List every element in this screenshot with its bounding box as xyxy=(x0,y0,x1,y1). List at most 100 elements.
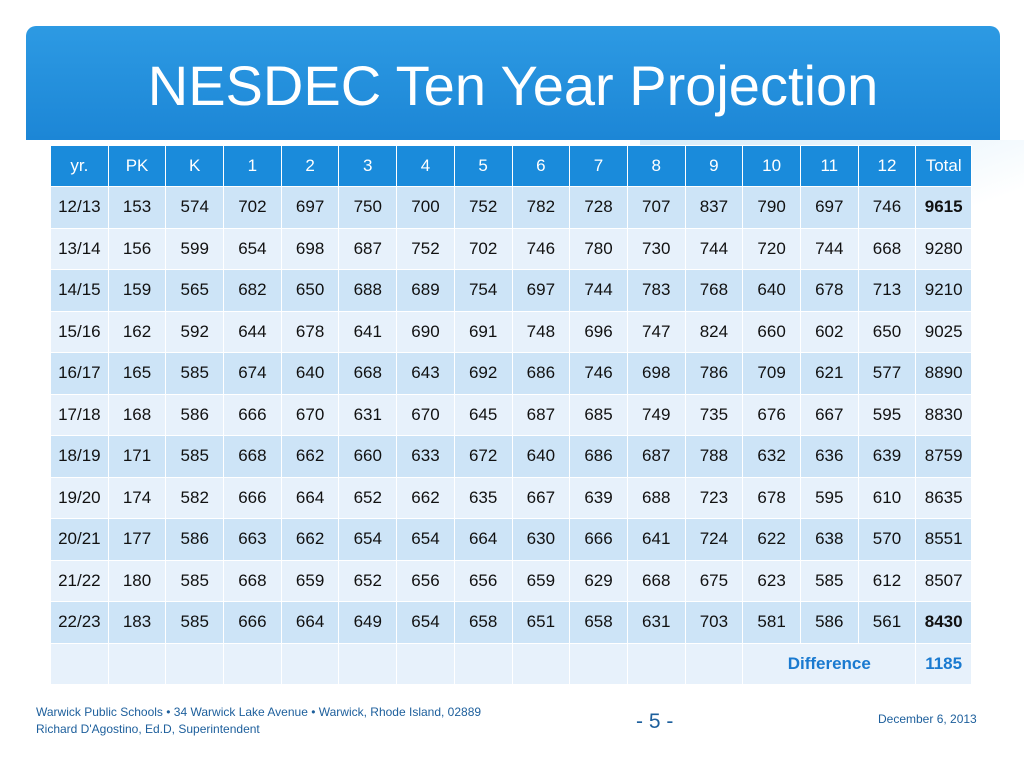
enrollment-cell: 664 xyxy=(453,518,513,561)
enrollment-cell: 752 xyxy=(396,227,455,270)
table-row: 17/18 168 586 666 670 631 670 645 687 685 749 735 67… xyxy=(50,393,972,436)
projection-table: yr. PK K 1 2 3 4 5 6 7 8 9 10 11 12 Total 12/13 153 574 70… xyxy=(50,145,972,685)
enrollment-cell: 586 xyxy=(165,393,225,436)
enrollment-cell: 623 xyxy=(742,559,801,602)
enrollment-cell: 687 xyxy=(338,227,398,270)
enrollment-cell: 674 xyxy=(223,352,282,395)
table-row: 15/16 162 592 644 678 641 690 691 748 696 747 824 66… xyxy=(50,310,972,353)
enrollment-cell: 662 xyxy=(280,435,340,478)
enrollment-cell: 651 xyxy=(511,601,571,644)
total-cell: 8890 xyxy=(915,352,972,395)
enrollment-cell: 744 xyxy=(569,269,628,312)
total-cell: 8430 xyxy=(915,601,972,644)
table-header-row: yr. PK K 1 2 3 4 5 6 7 8 9 10 11 12 Total xyxy=(50,145,972,187)
table-row: 18/19 171 585 668 662 660 633 672 640 686 687 788 63… xyxy=(50,435,972,478)
enrollment-cell: 697 xyxy=(280,186,340,229)
enrollment-cell: 630 xyxy=(511,518,571,561)
enrollment-cell: 686 xyxy=(569,435,628,478)
column-header: 10 xyxy=(742,145,801,187)
enrollment-cell: 688 xyxy=(338,269,398,312)
column-header: 4 xyxy=(396,145,455,187)
enrollment-cell: 690 xyxy=(396,310,455,353)
enrollment-cell: 610 xyxy=(857,476,917,519)
footer-person-line: Richard D'Agostino, Ed.D, Superintendent xyxy=(36,722,260,736)
enrollment-cell: 565 xyxy=(165,269,225,312)
enrollment-cell: 631 xyxy=(626,601,686,644)
enrollment-cell: 687 xyxy=(626,435,686,478)
year-cell: 13/14 xyxy=(50,227,109,270)
empty-cell xyxy=(569,642,628,685)
enrollment-cell: 728 xyxy=(569,186,628,229)
enrollment-cell: 747 xyxy=(626,310,686,353)
enrollment-cell: 659 xyxy=(511,559,571,602)
enrollment-cell: 723 xyxy=(684,476,744,519)
enrollment-cell: 656 xyxy=(396,559,455,602)
enrollment-cell: 660 xyxy=(742,310,801,353)
enrollment-cell: 713 xyxy=(857,269,917,312)
enrollment-cell: 640 xyxy=(742,269,801,312)
table-row: 20/21 177 586 663 662 654 654 664 630 666 641 724 62… xyxy=(50,518,972,561)
enrollment-cell: 668 xyxy=(223,559,282,602)
enrollment-cell: 783 xyxy=(626,269,686,312)
total-cell: 8551 xyxy=(915,518,972,561)
enrollment-cell: 654 xyxy=(338,518,398,561)
enrollment-cell: 691 xyxy=(453,310,513,353)
column-header: K xyxy=(165,145,225,187)
empty-cell xyxy=(280,642,340,685)
enrollment-cell: 688 xyxy=(626,476,686,519)
enrollment-cell: 668 xyxy=(338,352,398,395)
enrollment-cell: 786 xyxy=(684,352,744,395)
empty-cell xyxy=(396,642,455,685)
enrollment-cell: 703 xyxy=(684,601,744,644)
enrollment-cell: 582 xyxy=(165,476,225,519)
enrollment-cell: 599 xyxy=(165,227,225,270)
year-cell: 18/19 xyxy=(50,435,109,478)
column-header: 12 xyxy=(857,145,917,187)
enrollment-cell: 656 xyxy=(453,559,513,602)
enrollment-cell: 666 xyxy=(223,476,282,519)
enrollment-cell: 180 xyxy=(107,559,167,602)
table-row: 16/17 165 585 674 640 668 643 692 686 746 698 786 70… xyxy=(50,352,972,395)
enrollment-cell: 664 xyxy=(280,601,340,644)
enrollment-cell: 667 xyxy=(799,393,859,436)
year-cell: 21/22 xyxy=(50,559,109,602)
total-cell: 9210 xyxy=(915,269,972,312)
enrollment-cell: 697 xyxy=(799,186,859,229)
enrollment-cell: 744 xyxy=(799,227,859,270)
enrollment-cell: 724 xyxy=(684,518,744,561)
empty-cell xyxy=(511,642,571,685)
enrollment-cell: 707 xyxy=(626,186,686,229)
table-row: 14/15 159 565 682 650 688 689 754 697 744 783 768 64… xyxy=(50,269,972,312)
enrollment-cell: 595 xyxy=(857,393,917,436)
enrollment-cell: 720 xyxy=(742,227,801,270)
enrollment-cell: 744 xyxy=(684,227,744,270)
enrollment-cell: 561 xyxy=(857,601,917,644)
empty-cell xyxy=(50,642,109,685)
enrollment-cell: 658 xyxy=(569,601,628,644)
enrollment-cell: 640 xyxy=(511,435,571,478)
enrollment-cell: 668 xyxy=(857,227,917,270)
enrollment-cell: 156 xyxy=(107,227,167,270)
enrollment-cell: 645 xyxy=(453,393,513,436)
enrollment-cell: 666 xyxy=(223,393,282,436)
empty-cell xyxy=(165,642,225,685)
enrollment-cell: 664 xyxy=(280,476,340,519)
total-cell: 9280 xyxy=(915,227,972,270)
enrollment-cell: 595 xyxy=(799,476,859,519)
enrollment-cell: 638 xyxy=(799,518,859,561)
footer-date: December 6, 2013 xyxy=(878,712,977,726)
enrollment-cell: 654 xyxy=(223,227,282,270)
year-cell: 15/16 xyxy=(50,310,109,353)
enrollment-cell: 670 xyxy=(280,393,340,436)
footer-org-line: Warwick Public Schools • 34 Warwick Lake… xyxy=(36,705,482,719)
year-cell: 19/20 xyxy=(50,476,109,519)
empty-cell xyxy=(338,642,398,685)
column-header: 9 xyxy=(684,145,744,187)
enrollment-cell: 660 xyxy=(338,435,398,478)
enrollment-cell: 824 xyxy=(684,310,744,353)
enrollment-cell: 670 xyxy=(396,393,455,436)
enrollment-cell: 678 xyxy=(799,269,859,312)
empty-cell xyxy=(626,642,686,685)
enrollment-cell: 678 xyxy=(742,476,801,519)
enrollment-cell: 668 xyxy=(626,559,686,602)
